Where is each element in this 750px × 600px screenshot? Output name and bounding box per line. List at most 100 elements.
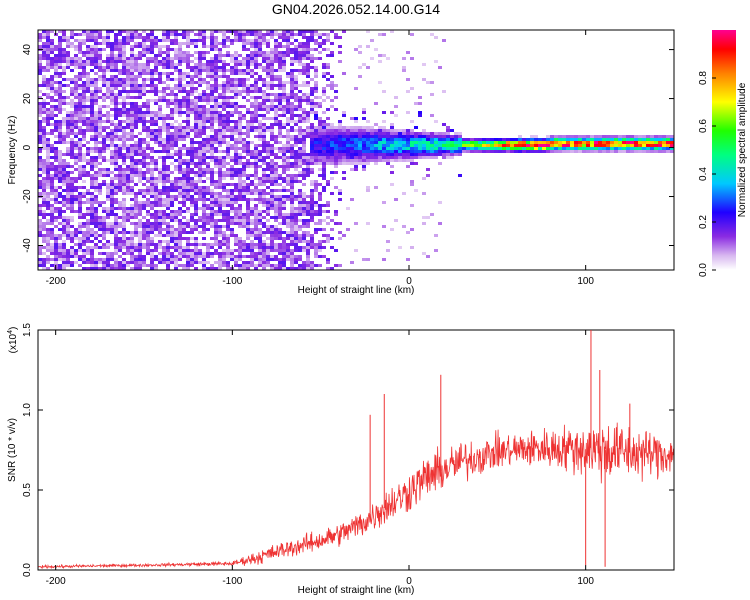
heatmap-cell [158, 48, 162, 51]
heatmap-cell [278, 141, 282, 144]
heatmap-cell [342, 114, 346, 117]
heatmap-cell [198, 231, 202, 234]
heatmap-cell [70, 78, 74, 81]
heatmap-cell [126, 192, 130, 195]
heatmap-cell [62, 99, 66, 102]
heatmap-cell [262, 90, 266, 93]
heatmap-cell [306, 72, 310, 75]
heatmap-cell [282, 96, 286, 99]
heatmap-cell [186, 51, 190, 54]
heatmap-cell [82, 138, 86, 141]
heatmap-cell [54, 120, 58, 123]
heatmap-cell [70, 186, 74, 189]
heatmap-cell [118, 114, 122, 117]
heatmap-cell [386, 156, 390, 159]
heatmap-cell [130, 204, 134, 207]
heatmap-cell [390, 147, 394, 150]
heatmap-cell [82, 87, 86, 90]
heatmap-cell [62, 267, 66, 270]
heatmap-cell [82, 153, 86, 156]
heatmap-cell [166, 84, 170, 87]
heatmap-cell [262, 234, 266, 237]
heatmap-cell [118, 150, 122, 153]
heatmap-cell [194, 126, 198, 129]
heatmap-cell [278, 261, 282, 264]
heatmap-cell [346, 150, 350, 153]
heatmap-cell [214, 219, 218, 222]
heatmap-cell [278, 228, 282, 231]
heatmap-cell [242, 105, 246, 108]
heatmap-cell [106, 174, 110, 177]
heatmap-cell [178, 87, 182, 90]
heatmap-cell [342, 129, 346, 132]
heatmap-cell [254, 222, 258, 225]
heatmap-cell [218, 213, 222, 216]
heatmap-cell [162, 198, 166, 201]
heatmap-cell [298, 99, 302, 102]
heatmap-cell [162, 216, 166, 219]
heatmap-cell [146, 141, 150, 144]
heatmap-cell [218, 60, 222, 63]
heatmap-cell [254, 210, 258, 213]
heatmap-cell [314, 117, 318, 120]
heatmap-cell [178, 153, 182, 156]
heatmap-cell [302, 66, 306, 69]
heatmap-cell [162, 261, 166, 264]
heatmap-cell [274, 96, 278, 99]
heatmap-cell [254, 39, 258, 42]
heatmap-cell [314, 72, 318, 75]
heatmap-cell [322, 63, 326, 66]
heatmap-cell [250, 57, 254, 60]
heatmap-cell [490, 147, 494, 150]
heatmap-cell [234, 123, 238, 126]
heatmap-cell [366, 144, 370, 147]
heatmap-cell [94, 216, 98, 219]
heatmap-cell [66, 54, 70, 57]
heatmap-cell [82, 81, 86, 84]
heatmap-cell [538, 147, 542, 150]
heatmap-cell [446, 126, 450, 129]
heatmap-cell [238, 123, 242, 126]
heatmap-cell [262, 249, 266, 252]
heatmap-cell [54, 99, 58, 102]
heatmap-cell [114, 39, 118, 42]
heatmap-cell [46, 57, 50, 60]
heatmap-cell [426, 216, 430, 219]
heatmap-cell [378, 135, 382, 138]
heatmap-cell [62, 51, 66, 54]
heatmap-cell [142, 231, 146, 234]
heatmap-cell [234, 78, 238, 81]
heatmap-cell [74, 177, 78, 180]
heatmap-cell [466, 138, 470, 141]
heatmap-cell [334, 36, 338, 39]
heatmap-cell [282, 216, 286, 219]
heatmap-cell [298, 141, 302, 144]
heatmap-cell [138, 237, 142, 240]
heatmap-cell [110, 96, 114, 99]
heatmap-cell [226, 123, 230, 126]
heatmap-cell [238, 216, 242, 219]
heatmap-cell [174, 111, 178, 114]
heatmap-cell [86, 192, 90, 195]
heatmap-cell [54, 114, 58, 117]
heatmap-cell [190, 204, 194, 207]
heatmap-cell [318, 132, 322, 135]
heatmap-cell [194, 243, 198, 246]
heatmap-cell [158, 126, 162, 129]
heatmap-cell [78, 120, 82, 123]
heatmap-cell [130, 216, 134, 219]
heatmap-cell [322, 219, 326, 222]
heatmap-cell [426, 81, 430, 84]
heatmap-cell [438, 138, 442, 141]
heatmap-cell [338, 36, 342, 39]
heatmap-cell [130, 126, 134, 129]
heatmap-cell [366, 129, 370, 132]
heatmap-cell [66, 60, 70, 63]
heatmap-cell [386, 147, 390, 150]
heatmap-cell [322, 138, 326, 141]
heatmap-cell [310, 267, 314, 270]
heatmap-cell [86, 120, 90, 123]
heatmap-cell [258, 183, 262, 186]
heatmap-cell [378, 60, 382, 63]
heatmap-cell [86, 96, 90, 99]
